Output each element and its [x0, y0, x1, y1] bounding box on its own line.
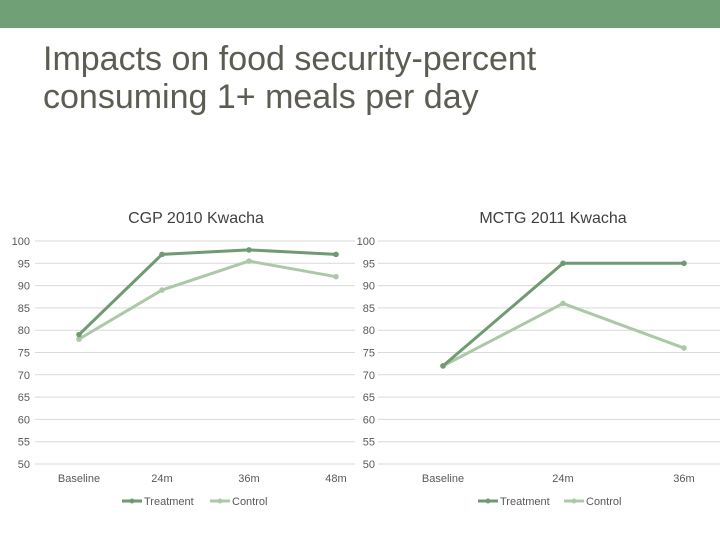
y-tick-label: 80 — [18, 325, 30, 337]
data-point-treatment — [440, 363, 446, 369]
chart-title: MCTG 2011 Kwacha — [479, 210, 626, 227]
data-point-treatment — [681, 260, 687, 267]
y-tick-label: 70 — [363, 370, 375, 382]
y-tick-label: 100 — [12, 236, 30, 248]
data-point-treatment — [560, 260, 566, 267]
x-tick-label: 24m — [552, 473, 573, 485]
x-tick-label: Baseline — [422, 473, 464, 485]
y-tick-label: 60 — [363, 414, 375, 426]
legend-marker — [217, 498, 223, 504]
x-tick-label: 24m — [151, 473, 172, 485]
legend-marker — [485, 498, 491, 504]
top-banner — [0, 0, 720, 28]
data-point-control — [159, 287, 165, 293]
x-tick-label: 36m — [238, 473, 259, 485]
data-point-treatment — [159, 251, 165, 258]
data-point-control — [333, 273, 339, 280]
x-tick-label: 36m — [673, 473, 694, 485]
title-line-1: Impacts on food security-percent — [43, 40, 537, 78]
data-point-control — [246, 258, 252, 264]
legend-marker — [571, 498, 577, 504]
x-tick-label: Baseline — [58, 473, 100, 485]
data-point-control — [560, 300, 566, 307]
y-tick-label: 55 — [18, 437, 30, 449]
y-tick-label: 55 — [363, 437, 375, 449]
y-tick-label: 65 — [18, 392, 30, 404]
y-tick-label: 75 — [363, 348, 375, 360]
data-point-control — [76, 336, 82, 342]
series-line-treatment — [77, 248, 337, 336]
y-tick-label: 50 — [18, 459, 30, 471]
title-line-2: consuming 1+ meals per day — [43, 78, 479, 116]
y-tick-label: 75 — [18, 348, 30, 360]
y-tick-label: 65 — [363, 392, 375, 404]
y-tick-label: 50 — [363, 459, 375, 471]
x-tick-label: 48m — [325, 473, 346, 485]
legend-label: Treatment — [500, 496, 550, 508]
y-tick-label: 85 — [18, 303, 30, 315]
y-tick-label: 70 — [18, 370, 30, 382]
y-tick-label: 90 — [363, 281, 375, 293]
y-tick-label: 95 — [363, 258, 375, 270]
legend-label: Treatment — [144, 496, 194, 508]
y-tick-label: 100 — [357, 236, 375, 248]
legend-marker — [129, 498, 135, 504]
y-tick-label: 90 — [18, 281, 30, 293]
data-point-control — [681, 345, 687, 351]
y-tick-label: 80 — [363, 325, 375, 337]
data-point-treatment — [246, 247, 252, 253]
legend-label: Control — [586, 496, 621, 508]
legend-label: Control — [232, 496, 267, 508]
series-line-treatment — [442, 261, 684, 368]
series-line-control — [78, 259, 337, 341]
y-tick-label: 85 — [363, 303, 375, 315]
data-point-treatment — [76, 331, 82, 338]
chart-title: CGP 2010 Kwacha — [128, 210, 264, 227]
y-tick-label: 95 — [18, 258, 30, 270]
page-title: Impacts on food security-percent consumi… — [43, 40, 663, 116]
y-tick-label: 60 — [18, 414, 30, 426]
data-point-treatment — [333, 251, 339, 258]
